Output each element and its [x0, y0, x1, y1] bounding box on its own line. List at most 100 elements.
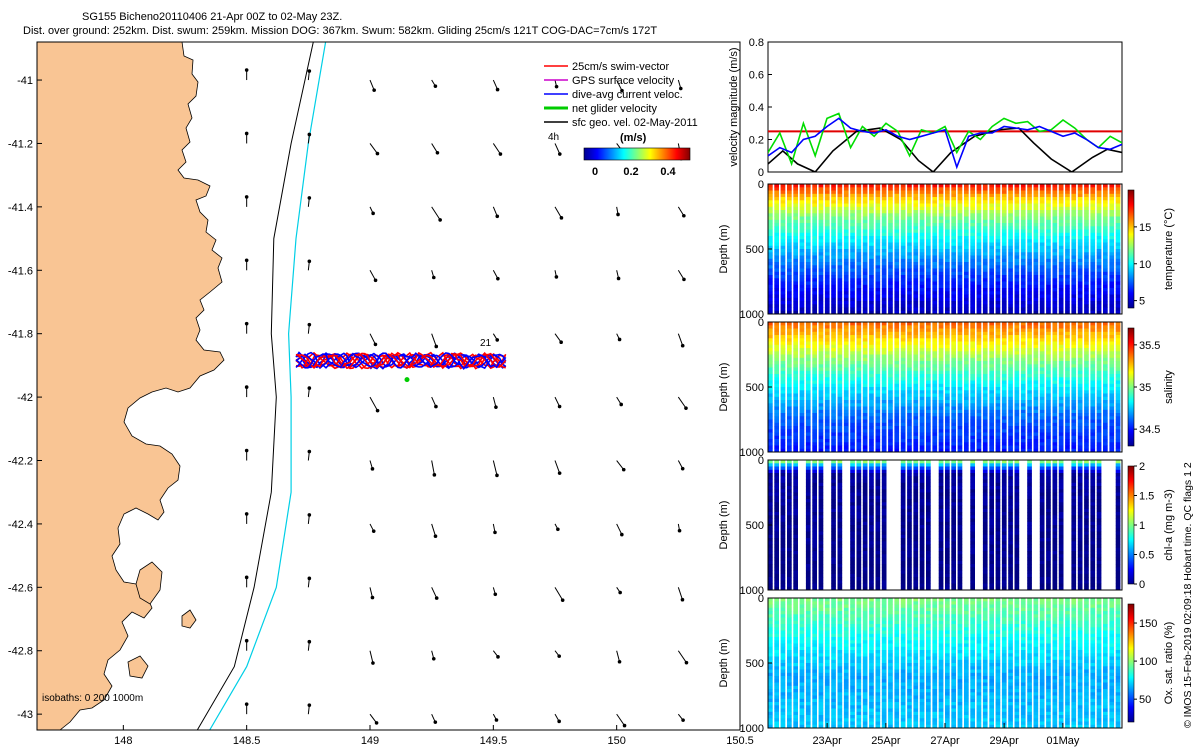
salinity-cell	[774, 371, 779, 375]
temperature-cell	[1008, 187, 1013, 191]
salinity-cell	[806, 374, 811, 378]
temperature-cell	[901, 207, 906, 211]
salinity-cell	[901, 433, 906, 437]
salinity-cell	[1015, 387, 1020, 391]
salinity-cell	[989, 416, 994, 420]
chla-cell	[793, 502, 798, 506]
salinity-cell	[932, 403, 937, 407]
salinity-cell	[920, 338, 925, 342]
salinity-cell	[1027, 436, 1032, 440]
temperature-cell	[996, 194, 1001, 198]
temperature-cell	[831, 272, 836, 276]
salinity-cell	[1065, 384, 1070, 388]
salinity-cell	[768, 332, 773, 336]
salinity-cell	[812, 361, 817, 365]
temperature-cell	[793, 207, 798, 211]
temperature-cell	[1053, 285, 1058, 289]
salinity-cell	[831, 390, 836, 394]
temperature-cell	[894, 200, 899, 204]
salinity-cell	[907, 433, 912, 437]
salinity-cell	[964, 403, 969, 407]
chla-cell	[781, 515, 786, 519]
temperature-cell	[774, 217, 779, 221]
temperature-cell	[787, 265, 792, 269]
temperature-cell	[945, 236, 950, 240]
salinity-cell	[996, 358, 1001, 362]
temperature-cell	[1053, 230, 1058, 234]
temperature-cell	[844, 252, 849, 256]
salinity-cell	[850, 436, 855, 440]
salinity-cell	[819, 345, 824, 349]
temperature-cell	[876, 272, 881, 276]
temperature-cell	[876, 288, 881, 292]
temperature-cell	[1109, 204, 1114, 208]
salinity-cell	[850, 420, 855, 424]
temperature-cell	[888, 194, 893, 198]
salinity-cell	[945, 361, 950, 365]
temperature-cell	[812, 200, 817, 204]
salinity-cell	[863, 407, 868, 411]
temperature-cell	[913, 262, 918, 266]
salinity-cell	[983, 433, 988, 437]
temperature-cell	[831, 304, 836, 308]
salinity-cell	[1021, 351, 1026, 355]
temperature-cell	[1002, 226, 1007, 230]
salinity-cell	[1103, 403, 1108, 407]
salinity-cell	[781, 358, 786, 362]
salinity-cell	[768, 338, 773, 342]
salinity-cell	[1034, 329, 1039, 333]
temperature-cell	[838, 256, 843, 260]
temperature-cell	[958, 236, 963, 240]
salinity-cell	[1015, 342, 1020, 346]
temperature-cell	[844, 298, 849, 302]
salinity-cell	[819, 342, 824, 346]
salinity-cell	[863, 397, 868, 401]
temperature-cell	[800, 262, 805, 266]
salinity-cell	[1103, 345, 1108, 349]
temperature-cell	[1109, 249, 1114, 253]
temperature-cell	[869, 204, 874, 208]
temperature-cell	[1084, 204, 1089, 208]
salinity-cell	[800, 436, 805, 440]
salinity-cell	[989, 358, 994, 362]
salinity-cell	[1015, 384, 1020, 388]
temperature-cell	[888, 236, 893, 240]
salinity-cell	[977, 355, 982, 359]
temperature-cell	[1084, 226, 1089, 230]
temperature-cell	[1053, 275, 1058, 279]
salinity-cell	[869, 423, 874, 427]
salinity-cell	[888, 446, 893, 450]
temperature-cell	[1059, 249, 1064, 253]
temperature-cell	[958, 291, 963, 295]
temperature-cell	[844, 220, 849, 224]
current-arrow-head	[434, 84, 438, 88]
salinity-cell	[913, 390, 918, 394]
temperature-cell	[1040, 278, 1045, 282]
salinity-cell	[1046, 423, 1051, 427]
salinity-cell	[989, 407, 994, 411]
temperature-cell	[1065, 246, 1070, 250]
temperature-cell	[838, 249, 843, 253]
temperature-cell	[951, 308, 956, 312]
temperature-cell	[863, 207, 868, 211]
current-arrow-head	[436, 151, 440, 155]
temperature-cell	[901, 233, 906, 237]
temperature-cell	[1109, 256, 1114, 260]
temperature-cell	[1065, 298, 1070, 302]
salinity-cell	[1008, 342, 1013, 346]
temperature-cell	[812, 252, 817, 256]
salinity-cell	[806, 433, 811, 437]
temperature-cell	[920, 223, 925, 227]
salinity-cell	[958, 403, 963, 407]
legend-dive: dive-avg current veloc.	[572, 89, 683, 101]
temperature-cell	[1008, 262, 1013, 266]
salinity-cell	[1103, 416, 1108, 420]
salinity-cell	[882, 345, 887, 349]
salinity-cell	[932, 407, 937, 411]
salinity-cell	[831, 436, 836, 440]
temperature-cell	[932, 200, 937, 204]
salinity-cell	[939, 436, 944, 440]
salinity-cell	[926, 332, 931, 336]
temperature-cell	[1015, 207, 1020, 211]
salinity-cell	[1071, 410, 1076, 414]
